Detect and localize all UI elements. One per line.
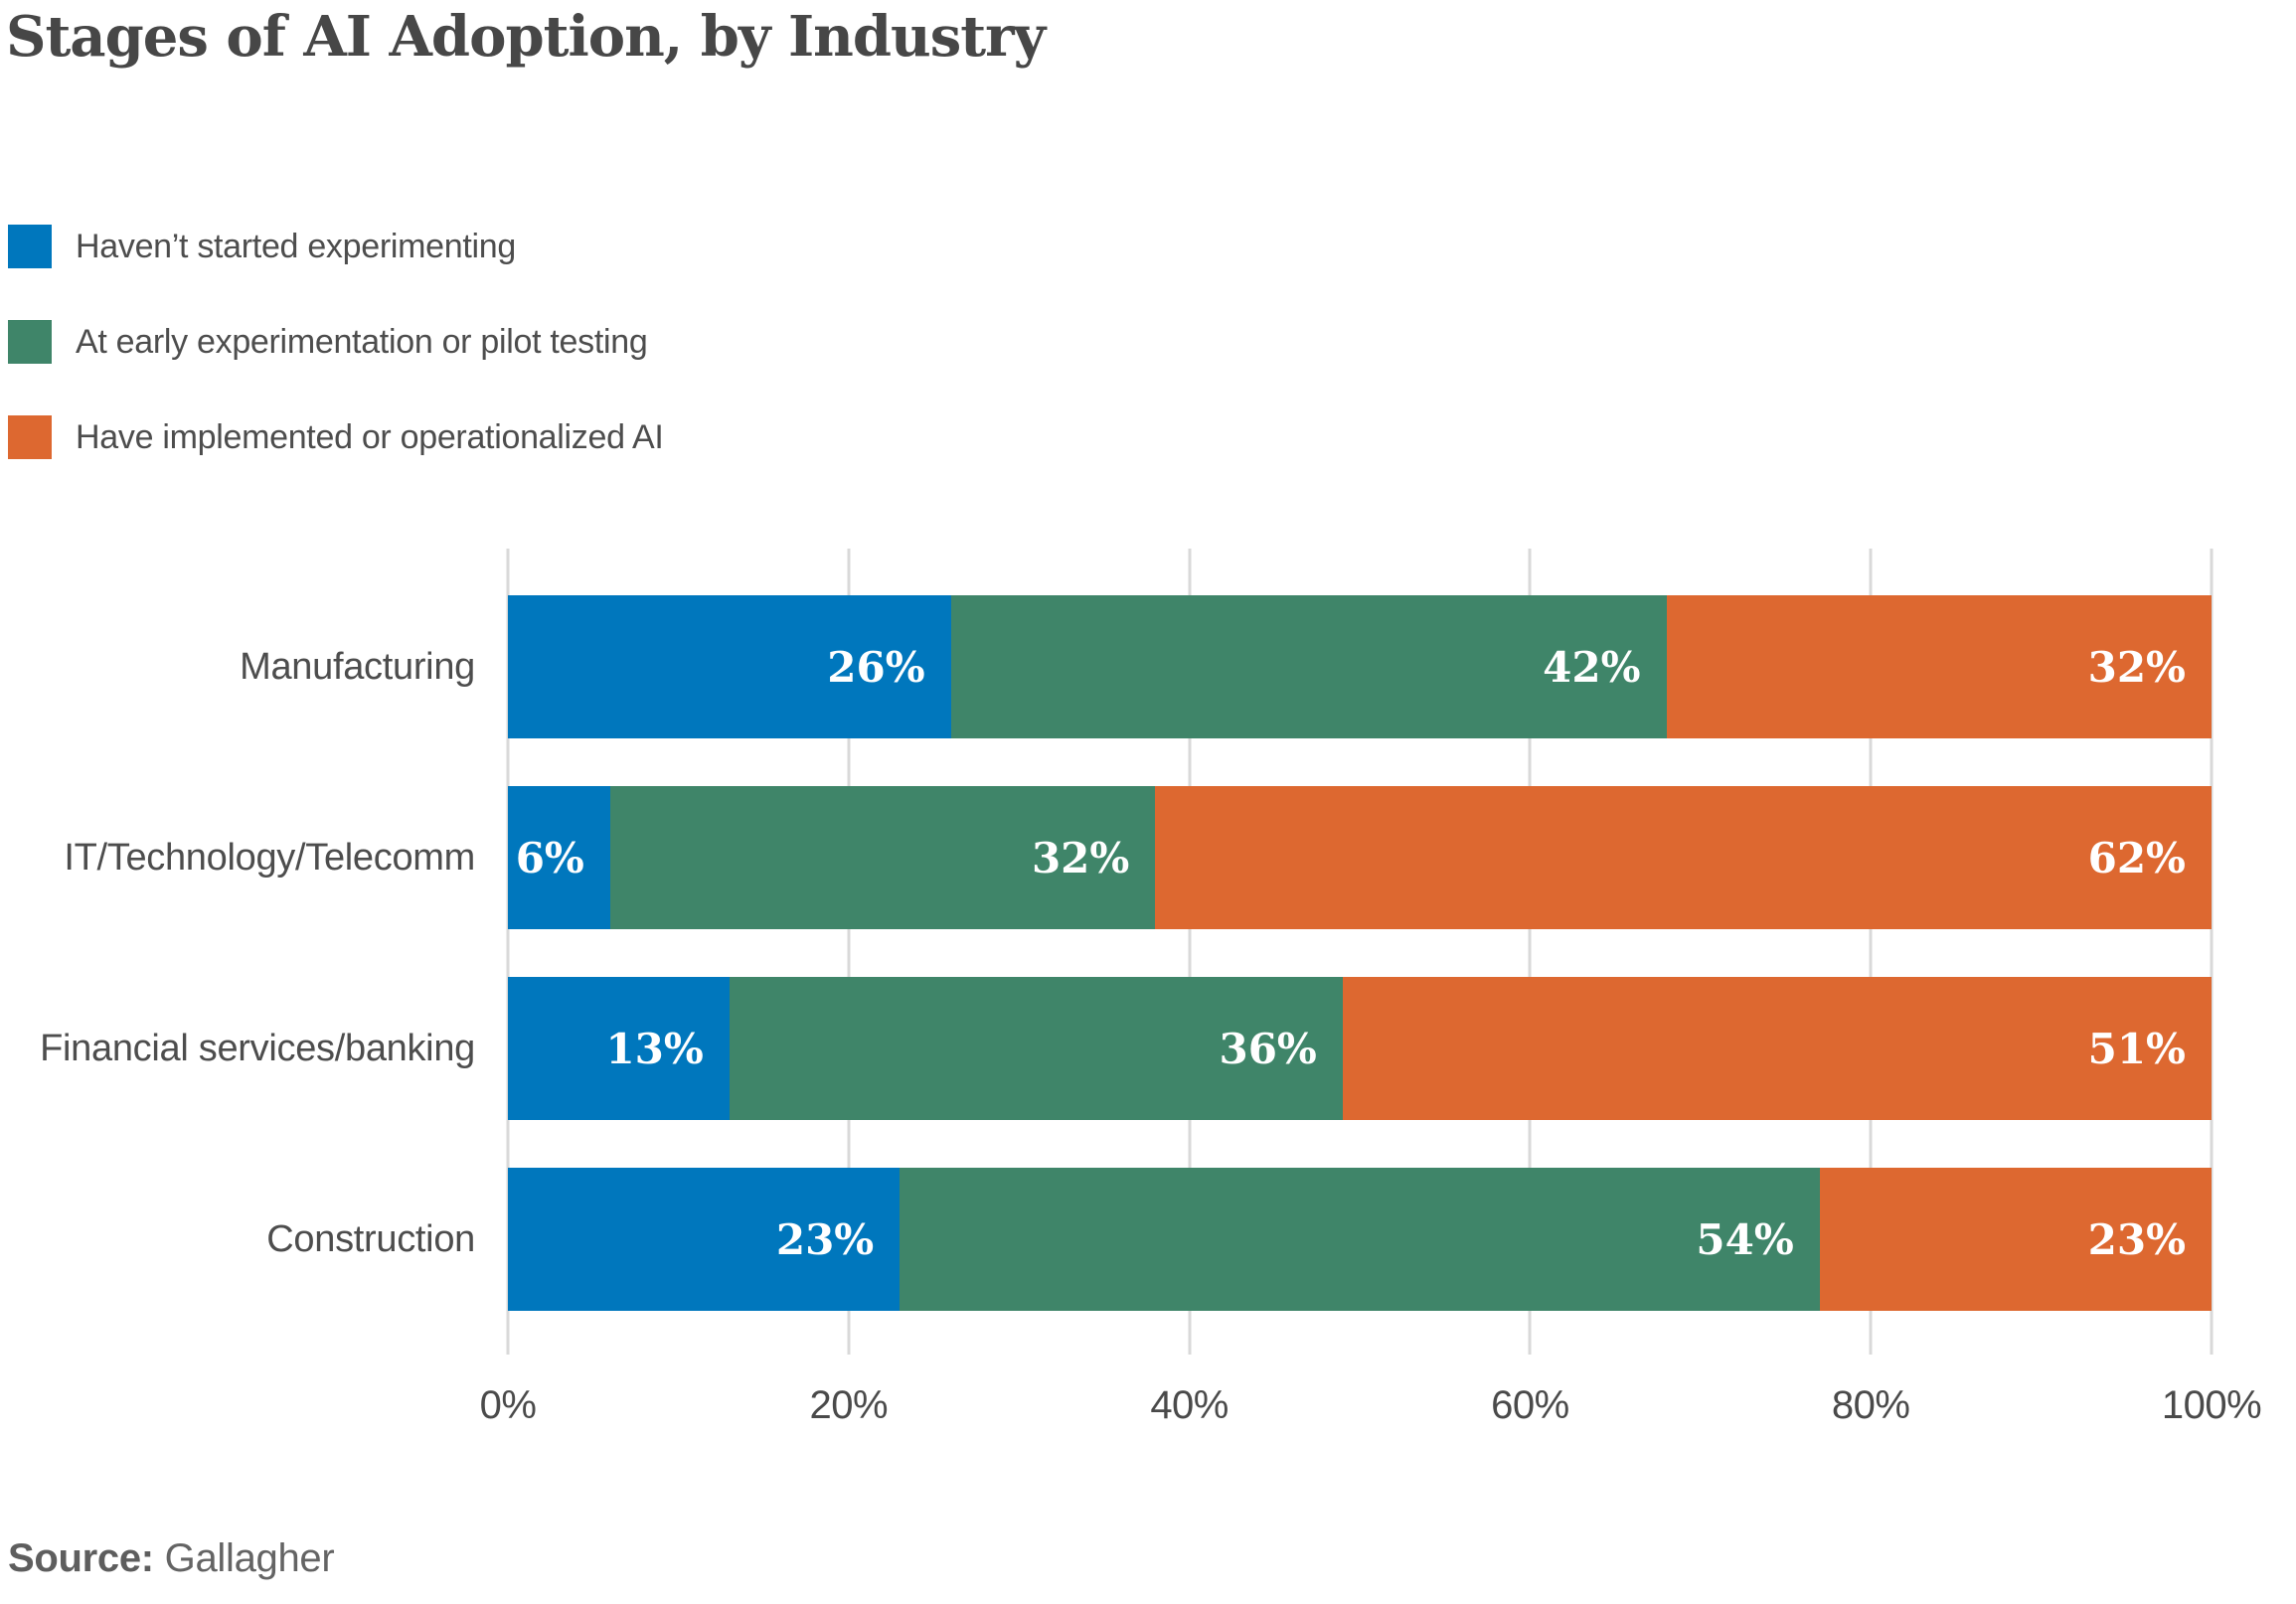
legend-label: At early experimentation or pilot testin… [76, 322, 648, 361]
legend: Haven’t started experimenting At early ex… [8, 225, 664, 511]
bar-row-2: 13% 36% 51% [508, 977, 2212, 1120]
legend-swatch [8, 320, 52, 364]
gridline-100% [2210, 549, 2214, 1355]
legend-label: Haven’t started experimenting [76, 227, 516, 265]
x-axis-tick-0%: 0% [479, 1383, 537, 1427]
x-axis-tick-100%: 100% [2161, 1383, 2262, 1427]
bar-value-label: 42% [1543, 642, 1641, 692]
bar-segment: 32% [609, 786, 1156, 929]
gridline-80% [1869, 549, 1873, 1355]
bar-value-label: 32% [1031, 833, 1130, 882]
bar-value-label: 54% [1696, 1214, 1794, 1264]
bar-row-0: 26% 42% 32% [508, 595, 2212, 738]
gridline-40% [1188, 549, 1192, 1355]
bar-segment: 51% [1342, 977, 2212, 1120]
category-label-2: Financial services/banking [40, 1027, 475, 1069]
bar-segment: 26% [508, 595, 951, 738]
legend-swatch [8, 415, 52, 459]
source-note: Source: Gallagher [8, 1536, 335, 1581]
legend-swatch [8, 225, 52, 268]
bar-value-label: 23% [775, 1214, 875, 1264]
bar-segment: 42% [950, 595, 1667, 738]
plot-area: 26% 42% 32% 6% 32% 62% 13% 36% 51% 23% 54% 23% [506, 549, 2214, 1355]
bar-value-label: 13% [605, 1024, 704, 1073]
bar-segment: 54% [900, 1168, 1820, 1311]
bar-value-label: 36% [1219, 1024, 1317, 1073]
bar-value-label: 51% [2087, 1024, 2186, 1073]
bar-segment: 62% [1155, 786, 2212, 929]
category-label-0: Manufacturing [240, 645, 475, 688]
bar-segment: 6% [508, 786, 610, 929]
x-axis-tick-60%: 60% [1491, 1383, 1569, 1427]
bar-segment: 23% [1819, 1168, 2212, 1311]
bar-segment: 32% [1666, 595, 2212, 738]
legend-item-1: At early experimentation or pilot testin… [8, 320, 664, 364]
source-label: Source: [8, 1536, 154, 1580]
legend-item-0: Haven’t started experimenting [8, 225, 664, 268]
x-axis-tick-80%: 80% [1831, 1383, 1910, 1427]
gridline-0% [506, 549, 510, 1355]
bar-value-label: 62% [2087, 833, 2186, 882]
bar-segment: 23% [508, 1168, 901, 1311]
x-axis-tick-40%: 40% [1150, 1383, 1229, 1427]
bar-value-label: 6% [515, 833, 584, 882]
source-value: Gallagher [164, 1536, 335, 1580]
bar-value-label: 26% [827, 642, 925, 692]
x-axis-tick-20%: 20% [809, 1383, 889, 1427]
legend-item-2: Have implemented or operationalized AI [8, 415, 664, 459]
category-label-3: Construction [266, 1217, 475, 1260]
bar-row-1: 6% 32% 62% [508, 786, 2212, 929]
category-label-1: IT/Technology/Telecomm [64, 836, 475, 879]
gridline-60% [1528, 549, 1532, 1355]
bar-segment: 36% [729, 977, 1343, 1120]
chart-title: Stages of AI Adoption, by Industry [6, 4, 1046, 70]
legend-label: Have implemented or operationalized AI [76, 417, 664, 456]
bar-segment: 13% [508, 977, 730, 1120]
bar-value-label: 23% [2087, 1214, 2186, 1264]
bar-row-3: 23% 54% 23% [508, 1168, 2212, 1311]
bar-value-label: 32% [2087, 642, 2186, 692]
gridline-20% [847, 549, 851, 1355]
